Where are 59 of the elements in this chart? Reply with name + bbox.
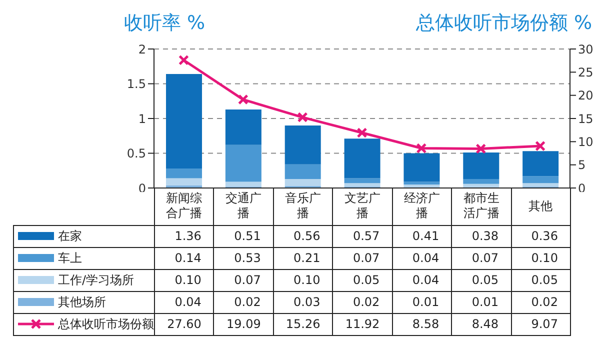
legend-label: 其他场所	[58, 294, 106, 308]
y2-tick-label: 15	[578, 112, 594, 126]
y-tick-label: 0.5	[126, 146, 146, 161]
data-label: 0.56	[273, 225, 333, 247]
data-label: 1.36	[154, 225, 214, 247]
data-label: 0.02	[511, 291, 570, 313]
x-tick-label: 其他	[511, 188, 570, 225]
data-label: 0.41	[392, 225, 452, 247]
y2-axis-title: 总体收听市场份额 %	[416, 11, 592, 36]
data-label: 0.07	[332, 247, 392, 269]
data-label: 0.10	[511, 247, 570, 269]
x-tick-label: 都市生活广播	[452, 188, 512, 225]
data-label: 0.07	[452, 247, 512, 269]
data-label: 15.26	[273, 313, 333, 335]
x-tick-label: 新闻综合广播	[154, 188, 214, 225]
data-label: 0.36	[511, 225, 570, 247]
y-axis-title: 收听率 %	[124, 11, 206, 36]
y2-tick-label: 20	[578, 88, 594, 103]
data-label: 0.02	[214, 291, 274, 313]
data-label: 9.07	[511, 313, 570, 335]
data-label: 0.38	[452, 225, 512, 247]
data-label: 0.01	[392, 291, 452, 313]
x-tick-label: 文艺广播	[332, 188, 392, 225]
data-label: 0.21	[273, 247, 333, 269]
data-label: 0.57	[332, 225, 392, 247]
data-label: 0.10	[273, 269, 333, 291]
data-label: 0.10	[154, 269, 214, 291]
data-label: 0.05	[511, 269, 570, 291]
y-tick-label: 1	[138, 112, 146, 126]
data-label: 0.53	[214, 247, 274, 269]
data-label: 0.04	[154, 291, 214, 313]
legend-label: 车上	[58, 250, 82, 264]
data-label: 0.05	[332, 269, 392, 291]
legend-label: 工作/学习场所	[58, 272, 134, 286]
data-label: 0.01	[452, 291, 512, 313]
y2-tick-label: 5	[578, 158, 586, 172]
legend-label: 总体收听市场份额	[58, 316, 154, 330]
data-label: 8.58	[392, 313, 452, 335]
data-label: 0.07	[214, 269, 274, 291]
y2-tick-label: 30	[578, 42, 594, 56]
data-label: 0.05	[452, 269, 512, 291]
x-tick-label: 音乐广播	[273, 188, 333, 225]
data-label: 0.04	[392, 269, 452, 291]
data-label: 0.03	[273, 291, 333, 313]
data-label: 0.02	[332, 291, 392, 313]
y-tick-label: 1.5	[126, 77, 146, 92]
x-tick-label: 交通广播	[214, 188, 274, 225]
data-label: 27.60	[154, 313, 214, 335]
data-label: 0.04	[392, 247, 452, 269]
data-label: 0.51	[214, 225, 274, 247]
x-tick-label: 经济广播	[392, 188, 452, 225]
y-tick-label: 2	[138, 42, 146, 56]
y2-tick-label: 25	[578, 65, 594, 80]
data-label: 11.92	[332, 313, 392, 335]
data-label: 19.09	[214, 313, 274, 335]
legend-label: 在家	[58, 228, 82, 242]
y2-tick-label: 10	[578, 134, 594, 149]
data-label: 8.48	[452, 313, 512, 335]
data-label: 0.14	[154, 247, 214, 269]
